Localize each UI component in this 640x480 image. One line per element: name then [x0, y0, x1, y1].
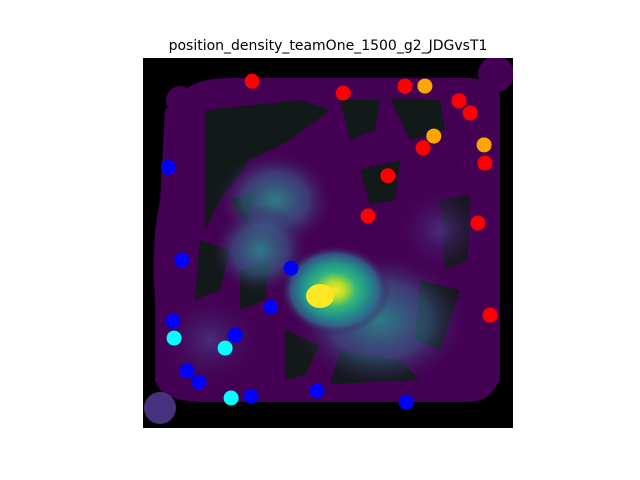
blue-point	[191, 374, 207, 390]
red-point	[380, 168, 396, 184]
red-point	[397, 78, 413, 94]
blue-point	[243, 388, 259, 404]
blue-point	[179, 363, 195, 379]
red-point	[470, 215, 486, 231]
red-point	[462, 105, 478, 121]
red-point	[415, 140, 431, 156]
blue-point	[227, 327, 243, 343]
blue-point	[165, 313, 181, 329]
red-point	[244, 73, 260, 89]
scatter-points	[160, 73, 498, 410]
red-point	[451, 93, 467, 109]
blue-point	[309, 383, 325, 399]
orange-point	[417, 78, 433, 94]
blue-point	[283, 260, 299, 276]
orange-point	[476, 137, 492, 153]
blue-point	[160, 159, 176, 175]
density-heatmap	[144, 58, 513, 424]
chart-title: position_density_teamOne_1500_g2_JDGvsT1	[169, 38, 488, 54]
blue-point	[398, 394, 414, 410]
red-point	[482, 307, 498, 323]
red-point	[335, 85, 351, 101]
orange-point	[426, 128, 442, 144]
red-point	[360, 208, 376, 224]
red-point	[477, 155, 493, 171]
blue-point	[174, 252, 190, 268]
cyan-point	[223, 390, 239, 406]
blue-point	[263, 299, 279, 315]
cyan-point	[166, 330, 182, 346]
plot-area	[143, 58, 513, 428]
cyan-point	[217, 340, 233, 356]
